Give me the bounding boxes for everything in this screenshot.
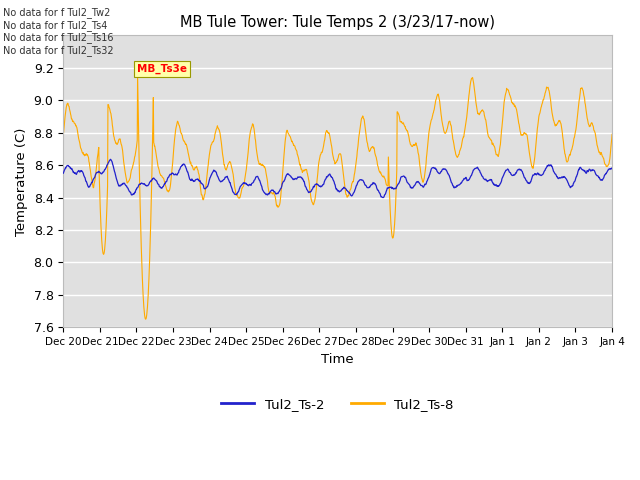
Y-axis label: Temperature (C): Temperature (C) bbox=[15, 127, 28, 236]
Text: No data for f Tul2_Tw2
No data for f Tul2_Ts4
No data for f Tul2_Ts16
No data fo: No data for f Tul2_Tw2 No data for f Tul… bbox=[3, 7, 114, 56]
Title: MB Tule Tower: Tule Temps 2 (3/23/17-now): MB Tule Tower: Tule Temps 2 (3/23/17-now… bbox=[180, 15, 495, 30]
Text: MB_Ts3e: MB_Ts3e bbox=[138, 64, 188, 74]
Legend: Tul2_Ts-2, Tul2_Ts-8: Tul2_Ts-2, Tul2_Ts-8 bbox=[216, 392, 459, 416]
X-axis label: Time: Time bbox=[321, 353, 354, 366]
